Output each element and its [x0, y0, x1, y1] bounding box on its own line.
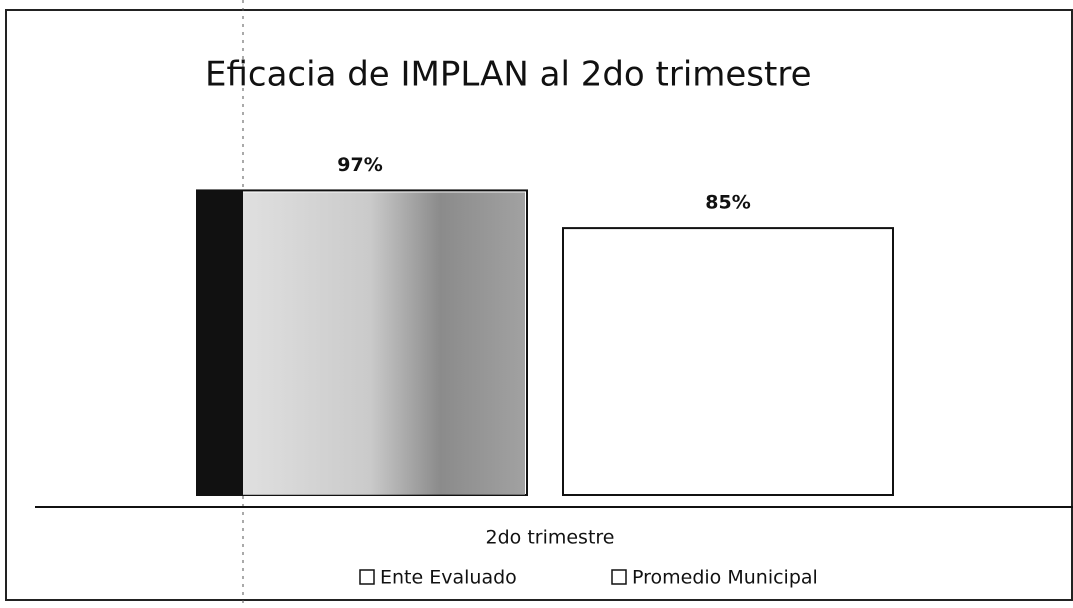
bar-texture	[243, 192, 525, 496]
legend-label: Promedio Municipal	[632, 567, 818, 589]
bar-edge	[197, 190, 243, 496]
legend-swatch	[359, 569, 375, 585]
legend-swatch	[611, 569, 627, 585]
chart-title: Eficacia de IMPLAN al 2do trimestre	[205, 55, 812, 95]
chart-frame	[5, 9, 1073, 601]
bar	[562, 227, 894, 496]
data-label: 85%	[705, 192, 750, 214]
data-label: 97%	[337, 154, 382, 176]
legend-label: Ente Evaluado	[380, 567, 517, 589]
x-tick-label: 2do trimestre	[486, 527, 615, 549]
